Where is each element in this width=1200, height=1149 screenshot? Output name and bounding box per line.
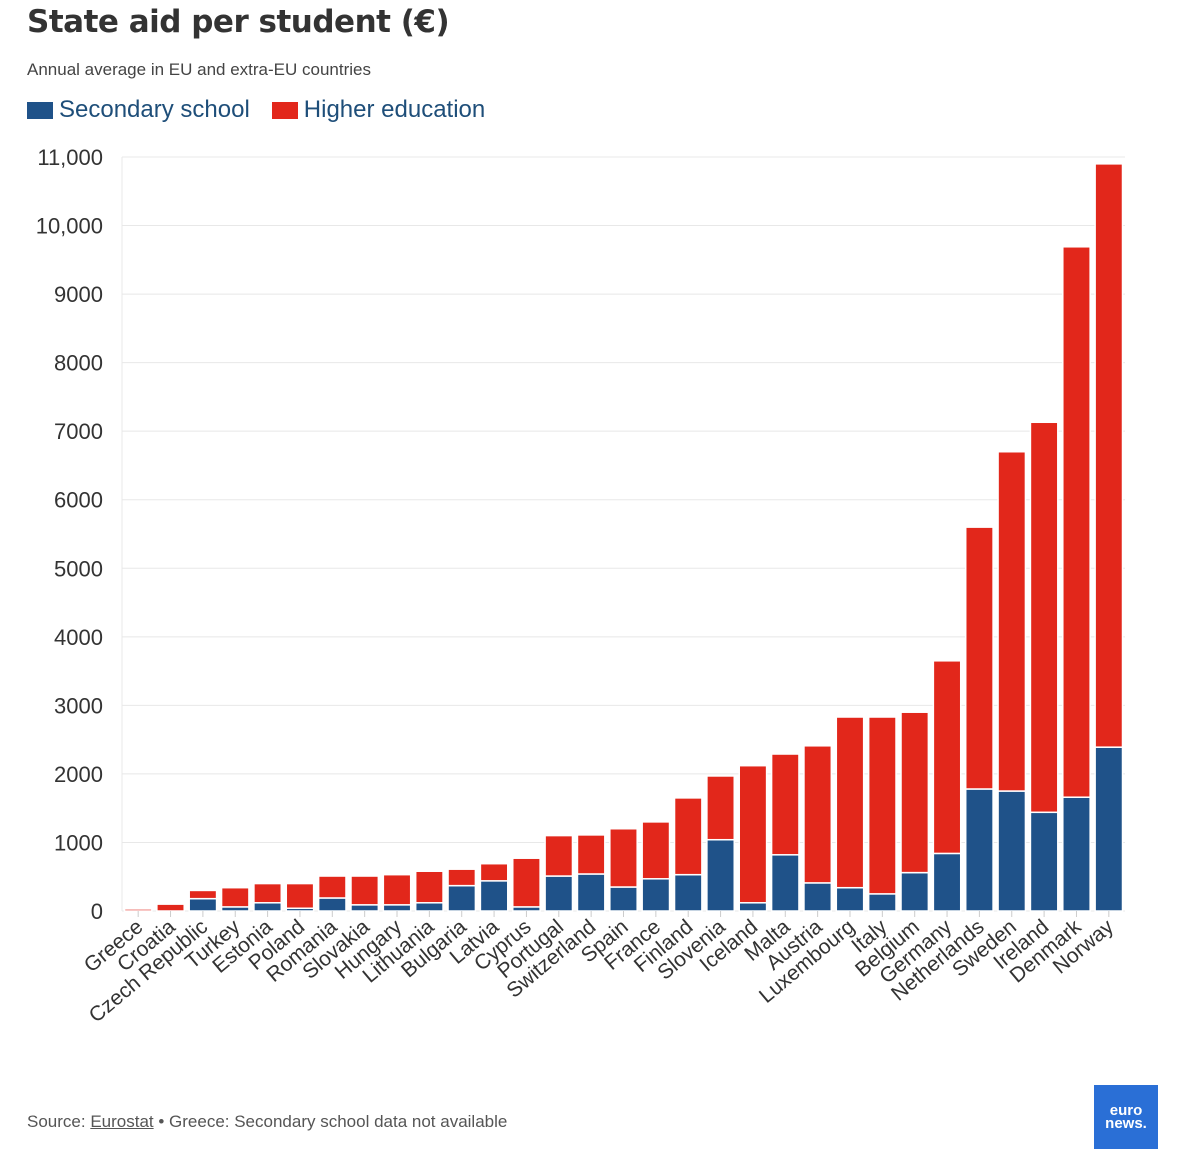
bar-higher-portugal bbox=[544, 834, 574, 877]
bar-higher-ireland bbox=[1029, 421, 1059, 814]
y-tick-label: 10,000 bbox=[36, 214, 103, 239]
bar-higher-croatia bbox=[156, 903, 185, 912]
bar-secondary-sweden bbox=[997, 790, 1027, 912]
bar-secondary-slovakia bbox=[350, 904, 380, 912]
bar-secondary-hungary bbox=[382, 904, 412, 912]
bar-higher-switzerland bbox=[576, 834, 606, 875]
y-tick-label: 0 bbox=[91, 899, 103, 924]
y-tick-label: 4000 bbox=[54, 625, 103, 650]
legend-label: Secondary school bbox=[59, 96, 250, 123]
bar-higher-netherlands bbox=[964, 526, 994, 790]
legend-label: Higher education bbox=[303, 96, 486, 123]
bar-higher-slovakia bbox=[350, 875, 380, 906]
legend: Secondary school Higher education bbox=[27, 96, 485, 124]
bar-higher-hungary bbox=[382, 873, 412, 906]
bar-secondary-germany bbox=[932, 852, 962, 912]
bar-higher-latvia bbox=[479, 862, 509, 882]
bar-higher-romania bbox=[317, 875, 347, 899]
y-tick-label: 2000 bbox=[54, 762, 103, 787]
bar-secondary-finland bbox=[673, 873, 703, 912]
bar-higher-italy bbox=[867, 716, 897, 895]
bar-higher-luxembourg bbox=[835, 716, 865, 889]
bar-secondary-estonia bbox=[253, 902, 283, 912]
bar-chart: 0 1000 2000 3000 4000 5000 6000 7000 8000 9000 10,… bbox=[36, 145, 1125, 1027]
y-tick-label: 11,000 bbox=[37, 145, 103, 170]
y-tick-label: 3000 bbox=[54, 693, 103, 718]
bar-secondary-netherlands bbox=[964, 788, 994, 912]
legend-item-secondary[interactable]: Secondary school bbox=[27, 96, 250, 124]
chart-title: State aid per student (€) bbox=[27, 4, 450, 40]
bar-higher-greece bbox=[123, 908, 153, 912]
y-tick-label: 5000 bbox=[54, 556, 103, 581]
bar-higher-sweden bbox=[997, 450, 1027, 792]
bar-secondary-iceland bbox=[738, 902, 768, 912]
bar-higher-denmark bbox=[1062, 246, 1091, 798]
bar-secondary-latvia bbox=[479, 880, 509, 912]
bar-secondary-bulgaria bbox=[447, 884, 477, 912]
y-tick-label: 6000 bbox=[54, 488, 103, 513]
bar-secondary-romania bbox=[317, 897, 347, 912]
source-link[interactable]: Eurostat bbox=[90, 1112, 154, 1131]
bar-higher-norway bbox=[1094, 163, 1124, 748]
source-note: Source: Eurostat • Greece: Secondary sch… bbox=[27, 1112, 507, 1132]
bar-higher-lithuania bbox=[414, 870, 444, 904]
bar-secondary-ireland bbox=[1029, 811, 1059, 912]
bar-secondary-portugal bbox=[544, 875, 574, 912]
bar-higher-czech-republic bbox=[188, 889, 218, 900]
source-text: • Greece: Secondary school data not avai… bbox=[153, 1112, 508, 1131]
bar-secondary-lithuania bbox=[414, 902, 444, 912]
euronews-logo: euro news. bbox=[1094, 1085, 1158, 1149]
bar-secondary-italy bbox=[867, 893, 897, 912]
y-tick-label: 1000 bbox=[54, 830, 103, 855]
bar-secondary-slovenia bbox=[706, 838, 735, 912]
legend-item-higher[interactable]: Higher education bbox=[271, 96, 486, 124]
y-tick-label: 9000 bbox=[54, 282, 103, 307]
bar-secondary-malta bbox=[770, 854, 800, 912]
source-prefix: Source: bbox=[27, 1112, 91, 1131]
y-tick-label: 8000 bbox=[54, 351, 103, 376]
bar-higher-slovenia bbox=[706, 775, 735, 841]
bar-secondary-belgium bbox=[900, 871, 930, 912]
bar-higher-austria bbox=[803, 745, 833, 884]
bar-higher-cyprus bbox=[512, 857, 541, 908]
bar-higher-iceland bbox=[738, 764, 768, 904]
bar-higher-bulgaria bbox=[447, 868, 477, 887]
bar-secondary-austria bbox=[803, 882, 833, 912]
chart-subtitle: Annual average in EU and extra-EU countr… bbox=[27, 60, 371, 79]
bar-higher-germany bbox=[932, 660, 962, 855]
y-tick-label: 7000 bbox=[54, 419, 103, 444]
bar-higher-malta bbox=[770, 753, 800, 856]
bar-secondary-luxembourg bbox=[835, 886, 865, 912]
bar-higher-estonia bbox=[253, 882, 283, 904]
legend-swatch bbox=[27, 101, 53, 119]
bar-secondary-norway bbox=[1094, 746, 1124, 912]
bar-secondary-spain bbox=[609, 886, 638, 912]
bar-higher-france bbox=[641, 821, 671, 880]
legend-swatch bbox=[271, 101, 298, 119]
bar-higher-belgium bbox=[900, 711, 930, 874]
bar-secondary-czech-republic bbox=[188, 897, 218, 912]
bar-higher-turkey bbox=[220, 886, 250, 908]
bar-higher-finland bbox=[673, 797, 703, 876]
bar-higher-poland bbox=[285, 882, 315, 910]
bar-secondary-france bbox=[641, 878, 671, 912]
bar-secondary-denmark bbox=[1062, 796, 1091, 912]
bar-secondary-switzerland bbox=[576, 873, 606, 912]
bar-higher-spain bbox=[609, 827, 638, 888]
